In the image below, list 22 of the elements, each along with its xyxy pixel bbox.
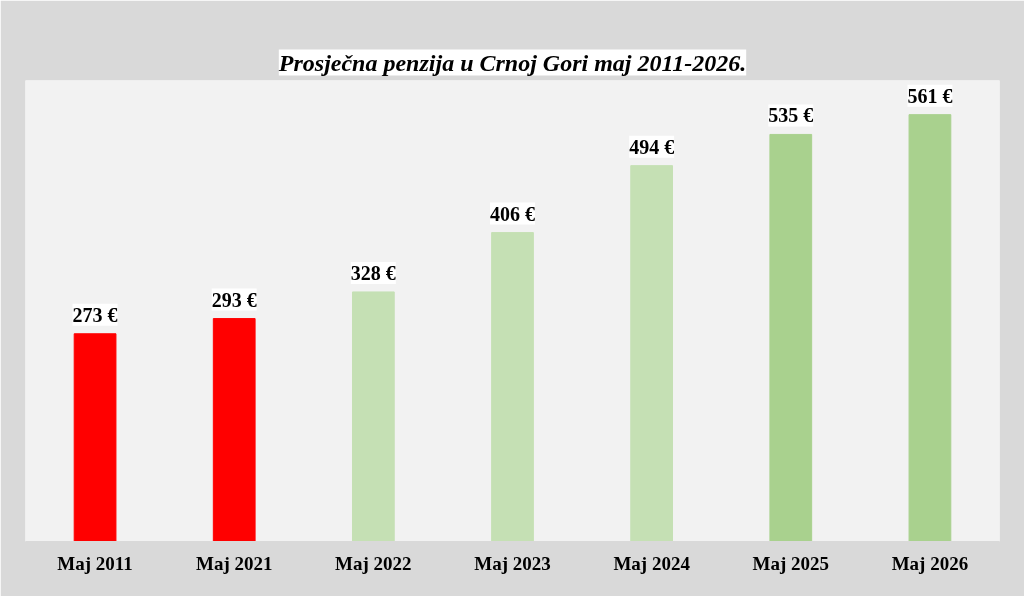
data-label: 293 € bbox=[211, 288, 257, 311]
x-tick-label: Maj 2011 bbox=[57, 552, 133, 574]
data-label: 561 € bbox=[907, 84, 953, 107]
x-tick-label: Maj 2021 bbox=[195, 552, 273, 574]
chart-title: Prosječna penzija u Crnoj Gori maj 2011-2026. bbox=[277, 49, 747, 76]
data-label: 494 € bbox=[629, 135, 675, 158]
bar bbox=[351, 291, 395, 542]
bar bbox=[212, 318, 256, 542]
bar bbox=[73, 333, 117, 542]
data-label: 406 € bbox=[490, 202, 535, 225]
data-label: 273 € bbox=[72, 303, 118, 326]
x-tick-label: Maj 2022 bbox=[335, 552, 412, 574]
x-tick-label: Maj 2026 bbox=[891, 552, 969, 574]
x-tick-label: Maj 2025 bbox=[752, 552, 830, 574]
bar bbox=[491, 232, 534, 542]
x-tick-label: Maj 2024 bbox=[613, 552, 691, 574]
bar bbox=[630, 165, 674, 542]
x-tick-label: Maj 2023 bbox=[474, 552, 551, 574]
data-label: 535 € bbox=[768, 104, 814, 127]
bar bbox=[769, 133, 813, 542]
data-label: 328 € bbox=[350, 261, 396, 284]
bar bbox=[908, 114, 952, 542]
